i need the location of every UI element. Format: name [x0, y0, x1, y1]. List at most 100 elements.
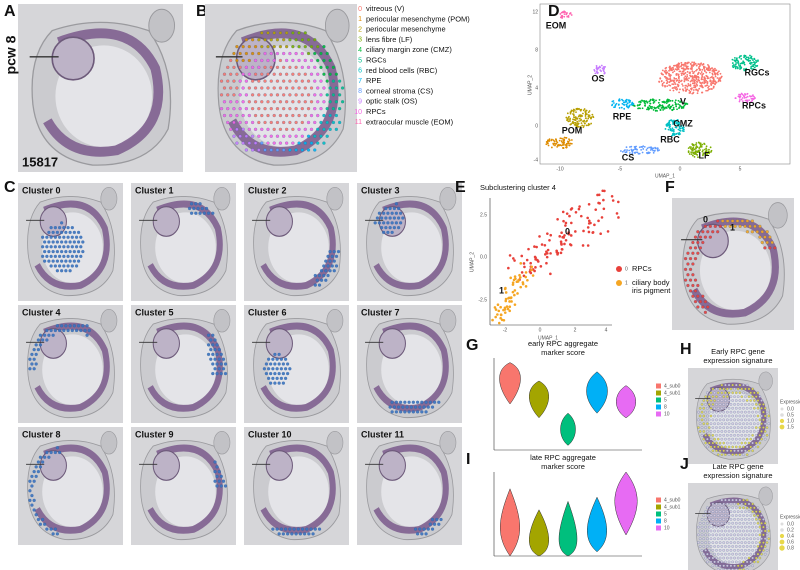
spot [697, 525, 700, 529]
umap-point [519, 262, 523, 265]
umap-point [705, 71, 708, 74]
umap-point [518, 273, 521, 277]
spot [716, 230, 720, 234]
umap-point [692, 146, 695, 149]
spot [198, 211, 202, 215]
spot [688, 289, 693, 293]
spot [266, 86, 270, 90]
spot [247, 45, 251, 49]
spot [715, 418, 718, 422]
spot [58, 254, 62, 258]
spot [707, 541, 711, 544]
spot [726, 525, 729, 529]
spot [729, 502, 733, 506]
umap-point [513, 303, 517, 306]
umap-point [746, 93, 749, 95]
spot [744, 395, 747, 398]
spot [282, 51, 286, 56]
umap-point [707, 77, 710, 80]
spot [715, 410, 718, 414]
spot [288, 134, 292, 138]
legend-marker: 8 [358, 88, 362, 95]
spot [260, 113, 264, 118]
spot [200, 206, 204, 211]
spot [260, 86, 264, 90]
umap-point [711, 82, 714, 85]
umap-point [689, 147, 692, 150]
spot [724, 445, 727, 449]
spot [269, 65, 273, 69]
y-tick-label: 12 [532, 9, 538, 15]
spot [698, 235, 703, 239]
spot [407, 410, 411, 414]
spot [762, 533, 765, 537]
umap-point [671, 108, 673, 111]
spot [754, 533, 758, 537]
spot [760, 529, 763, 533]
spot [306, 79, 311, 83]
spot [701, 240, 705, 245]
spot [279, 357, 283, 361]
umap-point [554, 143, 557, 145]
legend-marker: 0 [358, 6, 362, 13]
umap-point [499, 313, 503, 317]
spot [718, 434, 722, 437]
spot [30, 474, 34, 479]
umap-point [660, 72, 663, 75]
umap-point [684, 64, 687, 66]
spot [753, 506, 756, 510]
umap-point [567, 14, 570, 17]
spot [278, 86, 283, 90]
spot [315, 278, 319, 282]
legend-label: lens fibre (LF) [366, 35, 413, 44]
umap-point [704, 81, 707, 84]
spot [328, 72, 332, 76]
spot [213, 357, 217, 361]
spot [430, 405, 435, 409]
umap-point [579, 214, 583, 218]
spot [217, 357, 221, 361]
spot [288, 38, 292, 42]
spot [760, 422, 763, 426]
spot [322, 113, 326, 118]
spot [273, 352, 277, 357]
spot [742, 537, 745, 541]
umap-point [573, 114, 575, 117]
spot [58, 450, 62, 455]
spot [727, 498, 731, 502]
spot [711, 441, 715, 445]
umap-point [685, 65, 688, 68]
spot [303, 100, 307, 104]
spot [724, 514, 727, 517]
spot [731, 445, 734, 449]
umap-point [578, 107, 580, 110]
spot [244, 107, 248, 111]
spot [221, 367, 226, 371]
umap-point [706, 89, 709, 92]
spot [740, 525, 744, 529]
spot [223, 371, 228, 376]
legend-swatch [656, 518, 661, 524]
umap-point [716, 73, 719, 75]
spot [340, 86, 345, 90]
umap-point [675, 120, 677, 123]
spot [66, 245, 70, 249]
umap-point [675, 80, 678, 82]
umap-point [659, 77, 662, 80]
umap-point [628, 149, 631, 152]
umap-point [666, 85, 669, 88]
cluster-label: EOM [546, 20, 567, 30]
spot [707, 525, 711, 529]
spot [313, 283, 317, 287]
spot [720, 437, 724, 441]
spot [316, 58, 320, 63]
umap-point [666, 82, 668, 85]
spot [745, 506, 749, 510]
plot-title: expression signature [703, 356, 772, 365]
spot [36, 470, 40, 474]
spot [79, 245, 83, 249]
spot [713, 506, 716, 510]
spot [745, 537, 749, 541]
spot [749, 406, 753, 410]
spot [703, 300, 707, 304]
